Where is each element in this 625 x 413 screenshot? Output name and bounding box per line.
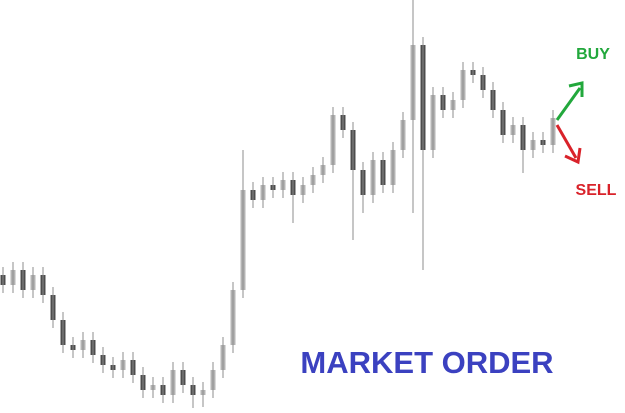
sell-arrow — [555, 124, 582, 165]
buy-label: BUY — [576, 46, 610, 63]
sell-label: SELL — [576, 182, 617, 199]
buy-arrow — [555, 81, 584, 121]
market-order-label: MARKET ORDER — [300, 345, 553, 380]
